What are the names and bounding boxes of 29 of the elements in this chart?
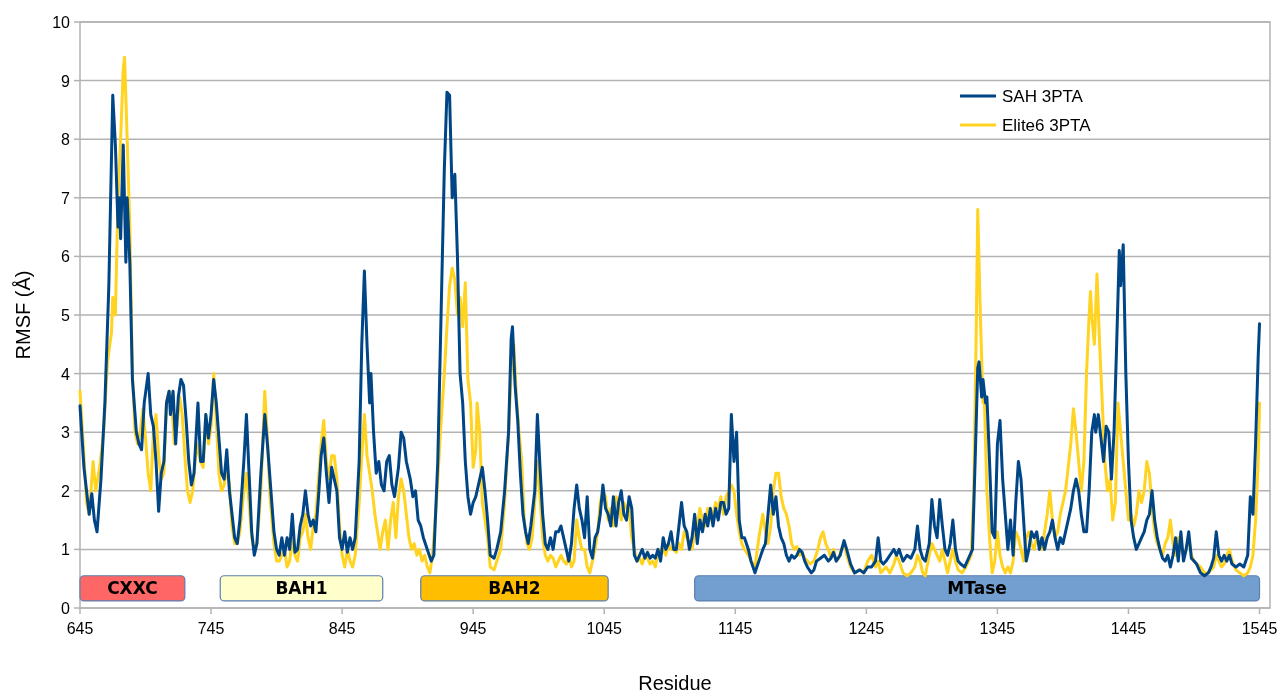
- y-tick-label: 3: [61, 424, 71, 442]
- band-label: CXXC: [107, 578, 158, 599]
- x-tick-label: 945: [459, 620, 487, 637]
- y-tick-label: 8: [61, 131, 71, 149]
- x-tick-label: 645: [66, 620, 94, 637]
- x-tick-label: 745: [197, 620, 225, 637]
- x-tick-label: 1145: [718, 620, 753, 637]
- y-tick-label: 10: [52, 14, 71, 31]
- y-tick-label: 0: [61, 600, 71, 617]
- y-tick-label: 6: [61, 248, 71, 266]
- x-tick-label: 1045: [586, 620, 623, 637]
- band-label: BAH1: [275, 578, 328, 599]
- x-tick-label: 845: [328, 620, 356, 637]
- band-label: MTase: [947, 578, 1007, 599]
- y-tick-label: 4: [61, 365, 71, 383]
- legend-label: Elite6 3PTA: [1002, 116, 1092, 135]
- x-tick-label: 1245: [848, 620, 885, 637]
- x-axis-title: Residue: [638, 672, 712, 693]
- legend-label: SAH 3PTA: [1002, 87, 1084, 106]
- y-tick-label: 2: [61, 482, 71, 500]
- y-tick-label: 9: [61, 72, 71, 90]
- y-axis-title: RMSF (Å): [12, 270, 34, 360]
- y-tick-label: 1: [61, 541, 71, 559]
- y-tick-label: 7: [61, 189, 71, 207]
- y-tick-label: 5: [61, 307, 71, 324]
- x-tick-label: 1345: [979, 620, 1016, 637]
- band-label: BAH2: [488, 578, 541, 599]
- x-tick-label: 1545: [1241, 620, 1278, 637]
- x-tick-label: 1445: [1110, 620, 1147, 637]
